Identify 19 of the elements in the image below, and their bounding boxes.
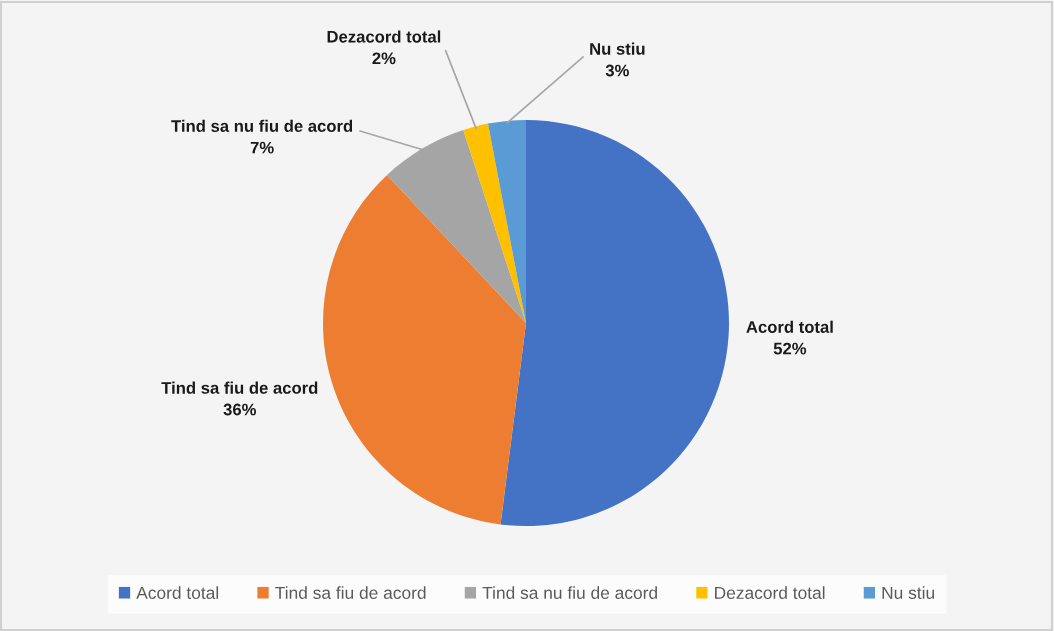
legend-label: Acord total: [136, 586, 219, 600]
pie-slice: [487, 120, 526, 323]
data-label: 52%: [773, 342, 807, 355]
legend-label: Dezacord total: [715, 586, 825, 600]
data-label: 2%: [372, 52, 396, 65]
legend-label: Tind sa nu fiu de acord: [482, 586, 657, 600]
slice-label: Tind sa fiu de acord: [161, 381, 318, 394]
data-label: 3%: [605, 64, 629, 77]
legend-label: Tind sa fiu de acord: [275, 586, 426, 600]
data-label: 7%: [250, 141, 274, 154]
pie-slice: [500, 120, 729, 526]
pie-slice: [323, 175, 526, 525]
slice-label: Nu stiu: [590, 42, 645, 55]
pie-slice: [463, 123, 526, 323]
slice-label: Dezacord total: [327, 30, 441, 43]
slice-label: Acord total: [746, 320, 833, 333]
data-label: 36%: [223, 403, 257, 416]
slice-label: Tind sa nu fiu de acord: [171, 119, 353, 132]
legend-label: Nu stiu: [882, 586, 934, 600]
